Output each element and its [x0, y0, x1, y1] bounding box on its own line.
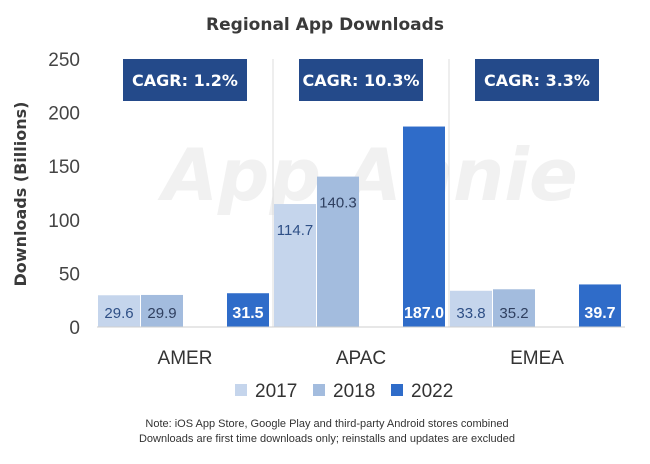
- footnote-line-1: Note: iOS App Store, Google Play and thi…: [145, 418, 508, 430]
- legend: 2017 2018 2022: [235, 381, 453, 402]
- legend-swatch-2018: [313, 384, 325, 396]
- watermark: App Annie: [157, 133, 578, 217]
- y-axis-label: Downloads (Billions): [11, 102, 30, 287]
- bar-value-label: 187.0: [404, 305, 444, 322]
- bar-2022: [227, 293, 269, 327]
- legend-label: 2022: [411, 381, 453, 402]
- legend-label: 2018: [333, 381, 375, 402]
- y-tick-label: 100: [48, 211, 80, 232]
- bar-2017: [274, 204, 316, 327]
- bar-2022: [403, 126, 445, 327]
- x-tick-label: EMEA: [510, 348, 564, 369]
- bar-value-label: 33.8: [456, 305, 485, 322]
- legend-swatch-2017: [235, 384, 247, 396]
- footnote-line-2: Downloads are first time downloads only;…: [139, 433, 515, 445]
- x-tick-label: APAC: [336, 348, 386, 369]
- cagr-annotation: CAGR: 1.2%: [132, 71, 238, 90]
- bar-value-label: 35.2: [499, 305, 528, 322]
- bar-value-label: 29.6: [104, 305, 133, 322]
- bar-2022: [579, 284, 621, 327]
- bar-value-label: 31.5: [232, 305, 263, 322]
- bar-2017: [450, 290, 492, 327]
- chart-title: Regional App Downloads: [206, 15, 444, 35]
- cagr-box: [299, 59, 423, 101]
- bar-2017: [98, 295, 140, 327]
- bar-value-label: 39.7: [584, 305, 615, 322]
- legend-swatch-2022: [391, 384, 403, 396]
- cagr-box: [475, 59, 599, 101]
- bar-value-label: 29.9: [147, 305, 176, 322]
- y-tick-label: 150: [48, 157, 80, 178]
- plot-area: 0 50 100 150 200 250 29.6 29.9 31.5 AMER CAGR: 1.2…: [48, 50, 625, 369]
- y-tick-label: 250: [48, 50, 80, 71]
- legend-label: 2017: [255, 381, 297, 402]
- cagr-annotation: CAGR: 3.3%: [484, 71, 590, 90]
- bar-value-label: 140.3: [319, 195, 357, 212]
- bar-value-label: 114.7: [277, 222, 313, 239]
- y-tick-label: 200: [48, 104, 80, 125]
- y-tick-label: 50: [59, 264, 80, 285]
- bar-2018: [493, 289, 535, 327]
- y-tick-label: 0: [69, 318, 80, 339]
- bar-2018: [317, 176, 359, 327]
- cagr-box: [123, 59, 247, 101]
- bar-2018: [141, 294, 183, 327]
- cagr-annotation: CAGR: 10.3%: [302, 71, 419, 90]
- x-tick-label: AMER: [158, 348, 213, 369]
